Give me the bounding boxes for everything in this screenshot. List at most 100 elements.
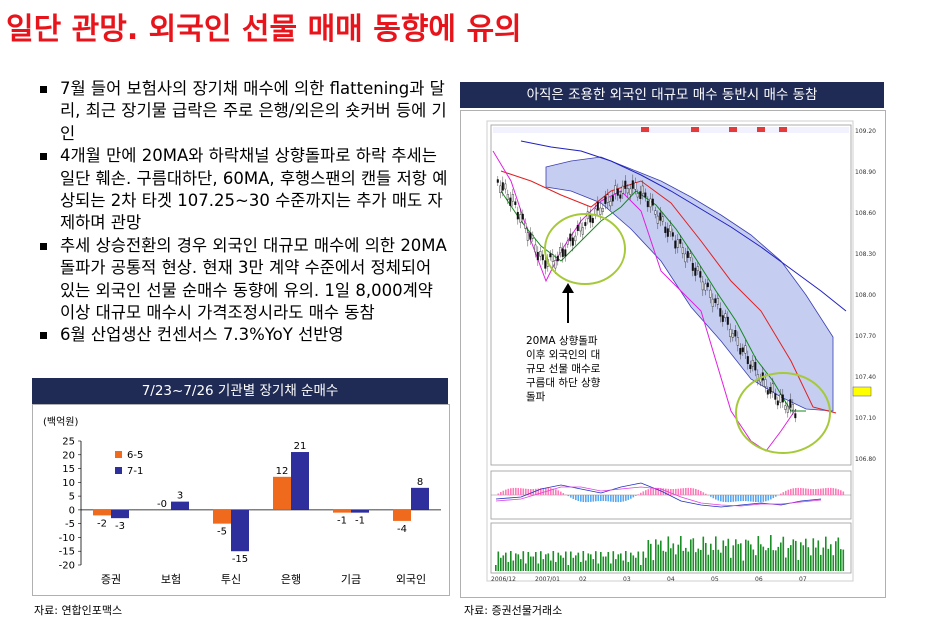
bullet-list: 7월 들어 보험사의 장기채 매수에 의한 flattening과 달리, 최근… [38,78,450,347]
macd-bar [775,495,777,497]
y-tick-label: -20 [59,561,75,572]
x-category-label: 증권 [101,573,121,586]
volume-bar [712,549,715,571]
volume-bar [797,559,800,571]
candle-body [746,356,749,365]
date-axis: 2006/12 2007/01 02 03 04 05 06 07 [491,576,807,583]
candle-body [656,215,659,224]
bullet-text: 4개월 만에 20MA와 하락채널 상향돌파로 하락 추세는 일단 훼손. 구름… [60,146,448,233]
last-price-marker [852,386,872,397]
macd-bar [590,495,592,502]
volume-bar [717,549,720,571]
candle-body [664,226,667,233]
volume-bar [605,556,607,571]
candle-body [644,192,647,198]
highlight-circle-right [735,372,831,454]
candle-body [511,194,514,202]
bar-value-label: -2 [97,518,107,529]
macd-bar [747,495,750,502]
bar-value-label: -1 [337,516,347,527]
price-tick-label: 107.10 [855,415,876,422]
macd-bar [597,495,600,502]
volume-bar [745,539,747,571]
volume-bar [677,544,680,571]
macd-bar [817,488,820,495]
volume-bar [727,538,730,571]
bullet-square-icon [40,86,47,93]
candle-body [764,379,767,388]
candle-body [756,374,759,381]
candle-body [559,247,562,253]
macd-bar [760,495,762,503]
macd-bar [560,491,562,495]
macd-bar [767,495,770,501]
candle-body [696,266,699,271]
y-tick-label: 5 [69,492,75,503]
volume-bar [817,540,820,571]
candle-body [661,216,664,222]
macd-bar [770,495,772,500]
volume-bar [722,540,725,571]
volume-bar [627,562,630,571]
volume-bar [795,540,797,571]
macd-bar [685,487,687,495]
volume-bar [657,544,660,571]
candle-body [741,347,744,353]
volume-bar [742,560,745,571]
candle-body [619,194,622,199]
volume-bar [710,543,712,571]
candle-body [581,227,584,235]
bullet-text: 6월 산업생산 컨센서스 7.3%YoY 선반영 [60,325,344,345]
legend-swatch-6-5 [115,451,122,458]
bar-chart: (백억원) 25 20 15 10 5 0 -5 -10 -15 -20 -2 -3 증권 -0 3 보험 -5 -… [43,416,441,586]
volume-bar [575,555,577,571]
x-category-label: 기금 [341,573,361,586]
bullet-square-icon [40,242,47,250]
volume-bar [617,554,620,571]
price-tick-label: 109.20 [855,128,876,135]
macd-bar [650,488,652,495]
lagging-span-line [492,150,797,452]
candle-body [601,208,604,212]
volume-bar [822,547,825,571]
volume-bar [827,548,830,571]
arrow-head-icon [562,283,574,293]
macd-bar [790,488,792,495]
candle-body [694,267,697,276]
macd-bar [717,495,720,501]
macd-bar [555,489,557,495]
volume-bar [647,540,650,571]
macd-bar [697,489,700,495]
volume-bar [650,543,652,571]
macd-bar [577,495,580,502]
chart-legend-strip [493,127,849,133]
candlestick-series [496,174,797,423]
macd-bar [617,495,620,503]
macd-bar [515,487,517,495]
candle-body [681,247,684,254]
candle-body [729,328,732,337]
macd-bar [500,492,502,495]
macd-bar [670,488,672,495]
left-source-note: 자료: 연합인포맥스 [34,604,123,617]
candle-body [704,283,707,291]
volume-bar [630,552,632,571]
volume-bar [825,536,827,571]
bar-chart-frame: (백억원) 25 20 15 10 5 0 -5 -10 -15 -20 -2 -3 증권 -0 3 보험 -5 -… [32,404,450,596]
legend-swatch [757,127,765,132]
macd-bar [615,495,617,503]
macd-bar [655,487,657,495]
short-ma-line [500,190,806,412]
bar-6-5-외국인 [393,509,411,521]
macd-bar [550,488,552,495]
candle-body [561,248,564,257]
legend-swatch-7-1 [115,467,122,474]
volume-bar [557,552,560,571]
macd-bar [797,487,800,495]
volume-bar [560,555,562,571]
macd-bar [677,488,680,495]
volume-bar [737,544,740,571]
volume-bar [615,559,617,571]
volume-bar [832,555,835,571]
bullet-item: 추세 상승전환의 경우 외국인 대규모 매수에 의한 20MA 돌파가 공통적 … [38,235,450,325]
